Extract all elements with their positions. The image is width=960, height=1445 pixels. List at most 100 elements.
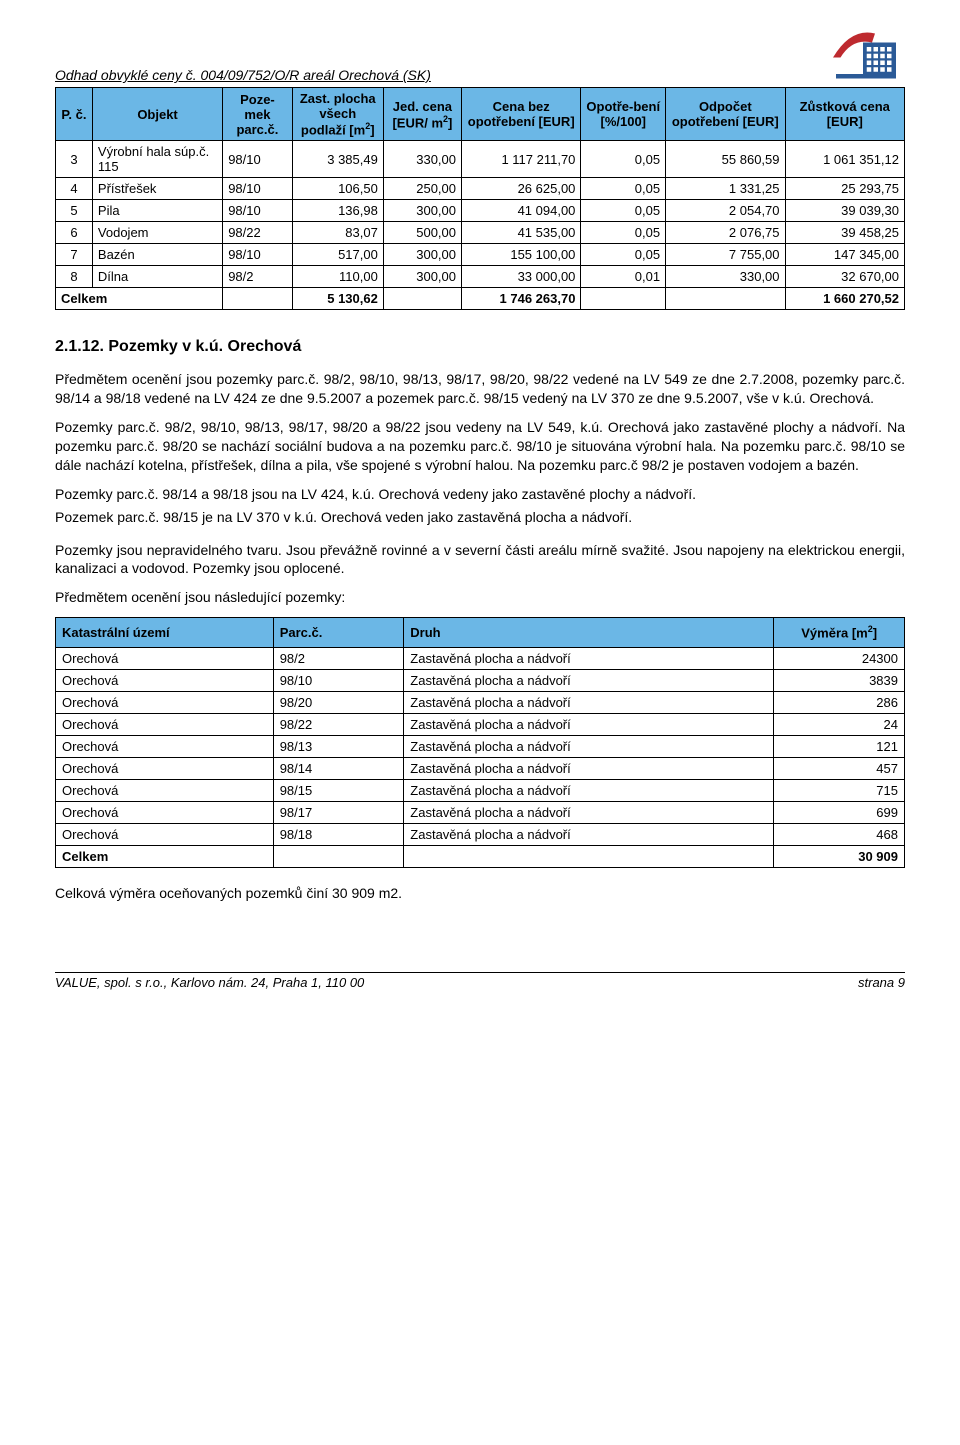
cell: Zastavěná plocha a nádvoří: [404, 713, 774, 735]
cell: 25 293,75: [785, 178, 904, 200]
cell: 98/2: [223, 266, 292, 288]
col-header: P. č.: [56, 88, 93, 141]
cell: 300,00: [383, 200, 461, 222]
table-row: Orechová98/13Zastavěná plocha a nádvoří1…: [56, 735, 905, 757]
cell: 98/10: [223, 200, 292, 222]
cell: 699: [774, 801, 905, 823]
cell: Orechová: [56, 647, 274, 669]
paragraph: Předmětem ocenění jsou pozemky parc.č. 9…: [55, 370, 905, 408]
cell: 98/15: [273, 779, 404, 801]
col-header: Objekt: [92, 88, 222, 141]
cell: 715: [774, 779, 905, 801]
cell: 30 909: [774, 845, 905, 867]
cell: 1 331,25: [666, 178, 785, 200]
table-row: Orechová98/17Zastavěná plocha a nádvoří6…: [56, 801, 905, 823]
table-row: 5Pila98/10136,98300,0041 094,000,052 054…: [56, 200, 905, 222]
cell: 0,05: [581, 222, 666, 244]
cell: 4: [56, 178, 93, 200]
col-header: Odpočet opotřebení [EUR]: [666, 88, 785, 141]
table-row: 6Vodojem98/2283,07500,0041 535,000,052 0…: [56, 222, 905, 244]
cell: 3 385,49: [292, 141, 383, 178]
paragraph: Pozemky jsou nepravidelného tvaru. Jsou …: [55, 541, 905, 579]
valuation-table: P. č.ObjektPoze-mek parc.č.Zast. plocha …: [55, 87, 905, 310]
cell: 106,50: [292, 178, 383, 200]
cell: 0,05: [581, 244, 666, 266]
col-header: Zast. plocha všech podlaží [m2]: [292, 88, 383, 141]
footer-left: VALUE, spol. s r.o., Karlovo nám. 24, Pr…: [55, 975, 364, 990]
footer-right: strana 9: [858, 975, 905, 990]
cell: 457: [774, 757, 905, 779]
cell: Zastavěná plocha a nádvoří: [404, 823, 774, 845]
cell: 300,00: [383, 244, 461, 266]
cell: Zastavěná plocha a nádvoří: [404, 801, 774, 823]
table-row: Orechová98/20Zastavěná plocha a nádvoří2…: [56, 691, 905, 713]
cell: 5 130,62: [292, 288, 383, 310]
cell: 1 061 351,12: [785, 141, 904, 178]
cell: 121: [774, 735, 905, 757]
cell: 98/22: [273, 713, 404, 735]
cell: [404, 845, 774, 867]
cell: Orechová: [56, 713, 274, 735]
cell: 300,00: [383, 266, 461, 288]
paragraph: Předmětem ocenění jsou následující pozem…: [55, 588, 905, 607]
cell: 39 458,25: [785, 222, 904, 244]
cell: 98/18: [273, 823, 404, 845]
cell: 0,05: [581, 200, 666, 222]
cell: 26 625,00: [462, 178, 581, 200]
cell: Dílna: [92, 266, 222, 288]
paragraph: Pozemky parc.č. 98/14 a 98/18 jsou na LV…: [55, 485, 905, 504]
cell: 83,07: [292, 222, 383, 244]
cell: Orechová: [56, 669, 274, 691]
cell: 98/20: [273, 691, 404, 713]
table-row: Orechová98/10Zastavěná plocha a nádvoří3…: [56, 669, 905, 691]
section-heading: 2.1.12. Pozemky v k.ú. Orechová: [55, 338, 905, 356]
cell: 33 000,00: [462, 266, 581, 288]
cell: Zastavěná plocha a nádvoří: [404, 647, 774, 669]
cell: 2 054,70: [666, 200, 785, 222]
cell: 155 100,00: [462, 244, 581, 266]
cell: Orechová: [56, 801, 274, 823]
cell: 136,98: [292, 200, 383, 222]
cell: 98/10: [223, 178, 292, 200]
paragraph: Pozemek parc.č. 98/15 je na LV 370 v k.ú…: [55, 508, 905, 527]
col-header: Druh: [404, 618, 774, 647]
cell: 286: [774, 691, 905, 713]
cell: 24300: [774, 647, 905, 669]
col-header: Výměra [m2]: [774, 618, 905, 647]
cell: Zastavěná plocha a nádvoří: [404, 669, 774, 691]
table-row: 4Přístřešek98/10106,50250,0026 625,000,0…: [56, 178, 905, 200]
cell: 500,00: [383, 222, 461, 244]
cell: Vodojem: [92, 222, 222, 244]
cell: Orechová: [56, 779, 274, 801]
cell: Zastavěná plocha a nádvoří: [404, 691, 774, 713]
cell: 39 039,30: [785, 200, 904, 222]
cell: 147 345,00: [785, 244, 904, 266]
cell: [581, 288, 666, 310]
cell: 250,00: [383, 178, 461, 200]
cell: 98/17: [273, 801, 404, 823]
cell: Zastavěná plocha a nádvoří: [404, 779, 774, 801]
cell: 98/13: [273, 735, 404, 757]
cell: 330,00: [666, 266, 785, 288]
table-row: 7Bazén98/10517,00300,00155 100,000,057 7…: [56, 244, 905, 266]
cell: 3839: [774, 669, 905, 691]
parcels-table: Katastrální územíParc.č.DruhVýměra [m2]O…: [55, 617, 905, 867]
cell: 468: [774, 823, 905, 845]
cell: Zastavěná plocha a nádvoří: [404, 735, 774, 757]
cell: 110,00: [292, 266, 383, 288]
cell: Výrobní hala súp.č. 115: [92, 141, 222, 178]
cell: Orechová: [56, 735, 274, 757]
cell: 98/2: [273, 647, 404, 669]
cell: Celkem: [56, 288, 223, 310]
cell: Orechová: [56, 691, 274, 713]
cell: 2 076,75: [666, 222, 785, 244]
col-header: Cena bez opotřebení [EUR]: [462, 88, 581, 141]
sum-row: Celkem30 909: [56, 845, 905, 867]
cell: 55 860,59: [666, 141, 785, 178]
col-header: Opotře-bení [%/100]: [581, 88, 666, 141]
cell: [273, 845, 404, 867]
cell: Orechová: [56, 823, 274, 845]
table-row: 8Dílna98/2110,00300,0033 000,000,01330,0…: [56, 266, 905, 288]
cell: 98/10: [223, 244, 292, 266]
cell: 5: [56, 200, 93, 222]
